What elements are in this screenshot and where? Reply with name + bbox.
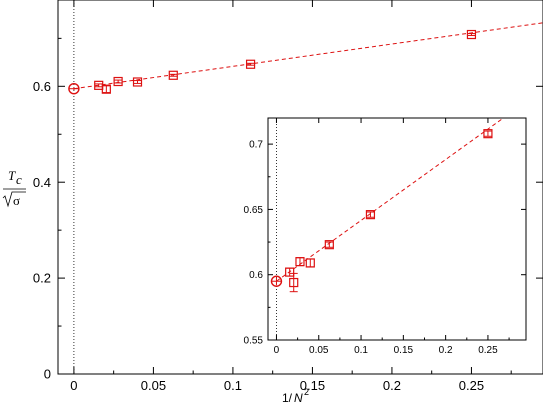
main-data-point <box>466 29 477 40</box>
inset-x-tick-label: 0.25 <box>478 345 498 356</box>
inset-x-tick-label: 0.2 <box>439 345 453 356</box>
main-fit-line <box>73 22 543 90</box>
main-x-tick-label: 0.05 <box>141 378 166 393</box>
main-x-tick-label: 0.2 <box>383 378 401 393</box>
inset-data-point <box>305 258 315 268</box>
main-x-tick-label: 0.15 <box>300 378 325 393</box>
inset-y-tick-label: 0.55 <box>244 336 264 347</box>
main-data-point <box>168 70 178 80</box>
sqrt-sign-icon <box>2 191 26 208</box>
y-label-subscript: c <box>16 172 22 187</box>
inset-x-tick-label: 0 <box>274 345 280 356</box>
inset-extrapolated-point <box>270 275 283 287</box>
main-y-tick-label: 0.4 <box>33 175 51 190</box>
inset-data-point <box>324 240 334 250</box>
main-y-tick-label: 0 <box>44 367 51 382</box>
main-data-point <box>245 59 256 69</box>
x-label-prefix: 1/ <box>282 391 293 405</box>
main-y-tick-label: 0.2 <box>33 271 51 286</box>
inset-data-point <box>285 267 295 277</box>
main-extrapolated-point <box>68 83 80 95</box>
x-label-variable: N <box>294 391 303 405</box>
inset-fit-line <box>276 117 504 282</box>
inset-data-point <box>289 272 299 293</box>
main-data-point <box>101 84 111 94</box>
main-data-point <box>132 77 143 87</box>
main-plot-area: 0 0.05 0.1 0.15 0.2 0.25 0 0.2 0.4 0.6 <box>33 0 543 393</box>
main-x-tick-label: 0.25 <box>459 378 484 393</box>
x-axis-label: 1/ N 2 <box>282 387 309 405</box>
inset-x-tick-label: 0.15 <box>394 345 414 356</box>
inset-y-tick-label: 0.7 <box>249 140 263 151</box>
inset-y-tick-label: 0.6 <box>249 270 263 281</box>
inset-y-tick-label: 0.65 <box>244 205 264 216</box>
y-label-numerator: T <box>8 168 16 183</box>
y-label-denominator: σ <box>13 193 20 208</box>
main-x-tick-label: 0 <box>70 378 77 393</box>
inset-data-point <box>295 257 305 267</box>
inset-data-point <box>483 129 493 139</box>
main-x-tick-label: 0.1 <box>224 378 242 393</box>
main-data-point <box>113 76 123 87</box>
y-axis-label: T c σ <box>2 168 26 208</box>
inset-x-tick-label: 0.1 <box>354 345 368 356</box>
main-y-tick-label: 0.6 <box>33 79 51 94</box>
inset-plot-area: 0 0.05 0.1 0.15 0.2 0.25 0.55 0.6 0.65 0.7 <box>244 117 526 356</box>
inset-plot-frame <box>267 117 527 341</box>
x-label-exponent: 2 <box>304 387 309 397</box>
main-plot-frame <box>57 0 543 375</box>
inset-data-point <box>365 210 376 220</box>
inset-x-tick-label: 0.05 <box>309 345 329 356</box>
